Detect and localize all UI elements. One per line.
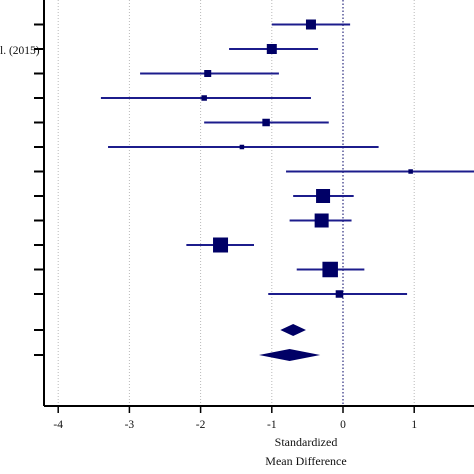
- x-axis-label-line1: Standardized: [275, 435, 338, 449]
- study-marker: [239, 144, 245, 150]
- study-marker: [213, 237, 229, 253]
- study-marker: [262, 118, 270, 127]
- study-marker: [408, 169, 413, 174]
- summary-diamonds: [258, 324, 321, 361]
- grid-lines: [57, 0, 415, 406]
- study-marker: [305, 19, 316, 30]
- summary-diamond: [280, 324, 306, 336]
- summary-diamond: [258, 349, 321, 361]
- x-tick-label: -2: [196, 419, 206, 431]
- labels: l. (2015) Standardized Mean Difference: [0, 45, 347, 468]
- x-tick-label: -4: [53, 419, 63, 431]
- study-marker: [201, 95, 207, 101]
- study-marker: [204, 70, 212, 77]
- x-tick-label: 1: [411, 419, 417, 431]
- x-tick-label: -3: [125, 419, 135, 431]
- x-tick-label: 0: [340, 419, 346, 431]
- study-marker: [266, 44, 277, 54]
- study-marker: [316, 189, 331, 203]
- study-marker: [314, 213, 329, 228]
- study-markers: [201, 19, 413, 298]
- axes: -4 -3 -2 -1 0 1: [34, 0, 474, 431]
- x-axis-label-line2: Mean Difference: [265, 454, 346, 468]
- study-label: l. (2015): [0, 45, 40, 57]
- x-tick-label: -1: [267, 419, 277, 431]
- confidence-intervals: [100, 23, 474, 295]
- study-marker: [335, 290, 344, 298]
- study-marker: [322, 261, 338, 278]
